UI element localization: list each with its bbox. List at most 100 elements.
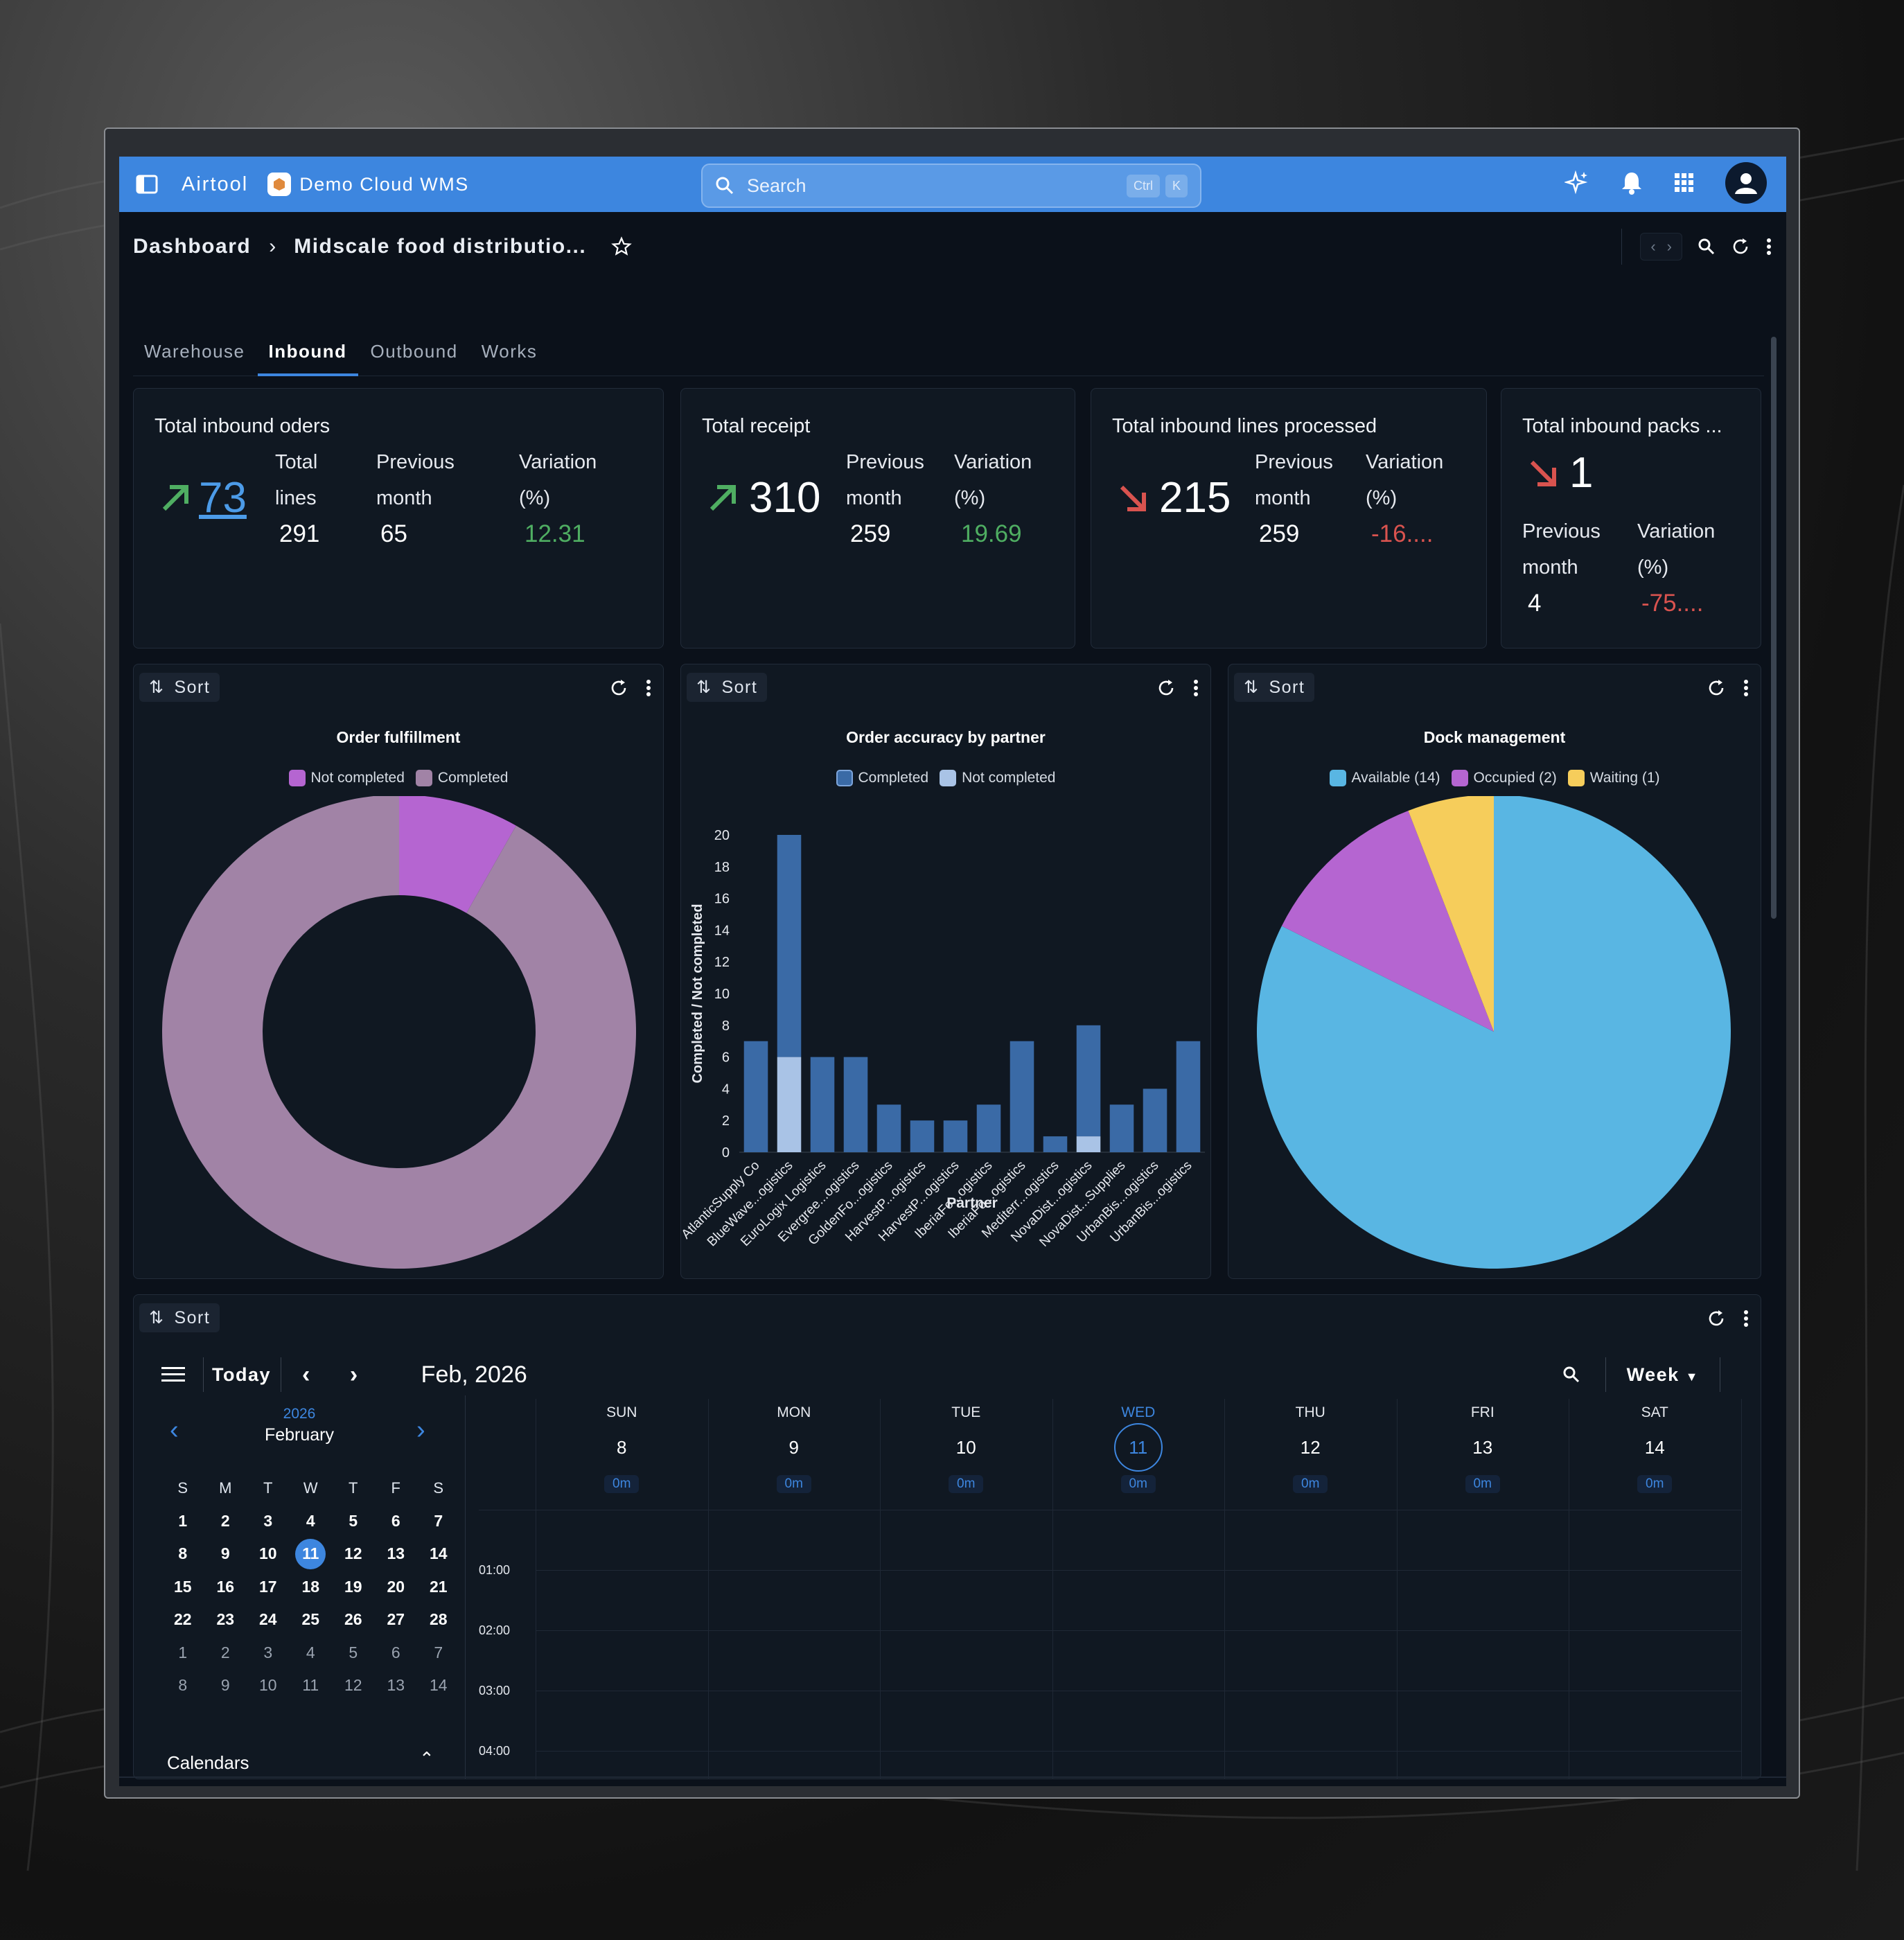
tab-works[interactable]: Works	[481, 341, 538, 362]
refresh-icon[interactable]	[1156, 678, 1176, 698]
week-day-header[interactable]: MON 9 0m	[708, 1399, 881, 1493]
week-day-header[interactable]: FRI 13 0m	[1397, 1399, 1569, 1493]
mini-calendar-day[interactable]: 11	[302, 1676, 319, 1695]
more-vert-icon[interactable]	[645, 678, 652, 698]
mini-calendar-day[interactable]: 20	[387, 1577, 405, 1596]
prev-record-icon[interactable]: ‹	[1650, 238, 1656, 255]
prev-week-icon[interactable]: ‹	[302, 1361, 311, 1388]
sort-button[interactable]: ⇅ Sort	[139, 673, 220, 702]
kpi-value-link[interactable]: 73	[199, 474, 247, 522]
mini-calendar-day[interactable]: 25	[301, 1610, 320, 1629]
mini-calendar-day[interactable]: 28	[429, 1610, 448, 1629]
mini-calendar-day[interactable]: 26	[344, 1610, 362, 1629]
legend-item[interactable]: Available (14)	[1329, 770, 1440, 786]
sparkle-icon[interactable]	[1564, 170, 1589, 195]
more-vert-icon[interactable]	[1765, 237, 1772, 256]
mini-calendar-day[interactable]: 11	[290, 1537, 333, 1571]
scrollbar[interactable]	[1771, 337, 1777, 919]
refresh-icon[interactable]	[1707, 678, 1726, 698]
mini-calendar-day[interactable]: 6	[391, 1643, 400, 1661]
search-input[interactable]: Search Ctrl K	[701, 164, 1201, 208]
bar-completed[interactable]	[943, 1120, 968, 1152]
bar-not-completed[interactable]	[777, 1057, 802, 1152]
mini-calendar-day[interactable]: 5	[349, 1643, 358, 1661]
pie-slice[interactable]	[399, 796, 516, 913]
bar-completed[interactable]	[1010, 1041, 1034, 1152]
mini-calendar-day[interactable]: 22	[173, 1610, 192, 1629]
mini-calendar-day[interactable]: 14	[429, 1676, 448, 1695]
mini-calendar-day[interactable]: 3	[263, 1511, 273, 1530]
mini-calendar-day[interactable]: 4	[306, 1511, 315, 1530]
pie-slice[interactable]	[1281, 811, 1494, 1032]
mini-calendar-day[interactable]: 21	[429, 1577, 448, 1596]
tab-warehouse[interactable]: Warehouse	[144, 341, 245, 362]
mini-next-month-icon[interactable]: ›	[416, 1416, 425, 1445]
menu-icon[interactable]	[161, 1366, 185, 1384]
mini-calendar-day[interactable]: 9	[220, 1544, 230, 1563]
mini-calendar-day[interactable]: 9	[220, 1676, 230, 1695]
pie-slice[interactable]	[162, 796, 636, 1269]
sort-button[interactable]: ⇅ Sort	[139, 1303, 220, 1332]
mini-calendar-day[interactable]: 17	[258, 1577, 277, 1596]
bar-completed[interactable]	[976, 1104, 1001, 1152]
legend-item[interactable]: Completed	[415, 770, 508, 786]
mini-calendar-day[interactable]: 1	[178, 1511, 188, 1530]
breadcrumb-dashboard[interactable]: Dashboard	[133, 235, 252, 258]
mini-calendar-day[interactable]: 27	[387, 1610, 405, 1629]
mini-calendar-day[interactable]: 1	[178, 1643, 188, 1661]
bar-completed[interactable]	[810, 1057, 835, 1152]
next-record-icon[interactable]: ›	[1666, 238, 1672, 255]
refresh-icon[interactable]	[609, 678, 628, 698]
view-select[interactable]: Week ▼	[1627, 1364, 1699, 1386]
apps-grid-icon[interactable]	[1674, 173, 1695, 193]
bar-completed[interactable]	[876, 1104, 901, 1152]
more-vert-icon[interactable]	[1743, 1309, 1749, 1328]
legend-item[interactable]: Not completed	[288, 770, 405, 786]
brand-name[interactable]: Airtool	[182, 173, 249, 195]
search-icon[interactable]	[1698, 238, 1716, 256]
legend-item[interactable]: Not completed	[940, 770, 1055, 786]
mini-calendar-day[interactable]: 15	[173, 1577, 192, 1596]
chevron-up-icon[interactable]: ⌃	[419, 1748, 434, 1769]
mini-calendar-day[interactable]: 10	[258, 1676, 277, 1695]
sort-button[interactable]: ⇅ Sort	[1234, 673, 1315, 702]
mini-calendar-day[interactable]: 8	[178, 1676, 188, 1695]
mini-prev-month-icon[interactable]: ‹	[170, 1416, 179, 1445]
bar-completed[interactable]	[1109, 1104, 1134, 1152]
mini-calendar-day[interactable]: 2	[220, 1643, 230, 1661]
week-day-header[interactable]: SUN 8 0m	[536, 1399, 708, 1493]
bar-completed[interactable]	[910, 1120, 935, 1152]
mini-calendar-day[interactable]: 2	[220, 1511, 230, 1530]
mini-calendar-day[interactable]: 6	[391, 1511, 400, 1530]
mini-calendar-day[interactable]: 16	[216, 1577, 235, 1596]
mini-calendar-day[interactable]: 4	[306, 1643, 315, 1661]
mini-calendar-day[interactable]: 8	[178, 1544, 188, 1563]
bar-completed[interactable]	[1043, 1136, 1068, 1152]
week-day-header[interactable]: SAT 14 0m	[1569, 1399, 1741, 1493]
search-icon[interactable]	[1562, 1366, 1580, 1384]
mini-calendar-day[interactable]: 12	[344, 1544, 362, 1563]
sidebar-toggle-icon[interactable]	[133, 170, 161, 198]
mini-calendar-day[interactable]: 19	[344, 1577, 362, 1596]
bar-completed[interactable]	[1076, 1025, 1101, 1137]
mini-calendar-day[interactable]: 12	[344, 1676, 362, 1695]
mini-calendar-day[interactable]: 14	[429, 1544, 448, 1563]
mini-calendar-day[interactable]: 18	[301, 1577, 320, 1596]
refresh-icon[interactable]	[1707, 1309, 1726, 1328]
tab-outbound[interactable]: Outbound	[370, 341, 458, 362]
mini-calendar-day[interactable]: 13	[387, 1676, 405, 1695]
week-day-header[interactable]: WED 11 0m	[1052, 1399, 1225, 1493]
today-button[interactable]: Today	[212, 1364, 272, 1385]
week-day-header[interactable]: THU 12 0m	[1224, 1399, 1397, 1493]
mini-calendar-day[interactable]: 24	[258, 1610, 277, 1629]
mini-calendar-day[interactable]: 10	[258, 1544, 277, 1563]
legend-item[interactable]: Waiting (1)	[1567, 770, 1660, 786]
mini-calendar-day[interactable]: 5	[349, 1511, 358, 1530]
bell-icon[interactable]	[1620, 170, 1643, 195]
legend-item[interactable]: Completed	[836, 770, 928, 786]
mini-calendar-day[interactable]: 13	[387, 1544, 405, 1563]
favorite-star-icon[interactable]	[611, 236, 633, 257]
bar-not-completed[interactable]	[1076, 1136, 1101, 1152]
bar-completed[interactable]	[777, 835, 802, 1057]
calendars-section-title[interactable]: Calendars	[167, 1752, 249, 1773]
